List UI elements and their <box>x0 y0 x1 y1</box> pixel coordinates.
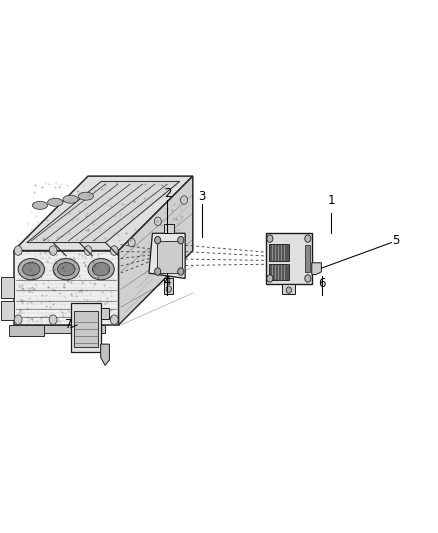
Circle shape <box>155 268 161 275</box>
Bar <box>157 241 182 273</box>
Circle shape <box>286 287 291 293</box>
Text: 6: 6 <box>318 277 325 290</box>
Ellipse shape <box>48 198 63 206</box>
Circle shape <box>49 246 57 255</box>
Text: 3: 3 <box>198 190 205 203</box>
Polygon shape <box>1 301 14 320</box>
Bar <box>305 245 311 272</box>
Bar <box>74 311 98 347</box>
Bar <box>266 233 312 284</box>
Circle shape <box>267 274 273 282</box>
Polygon shape <box>312 263 321 274</box>
Ellipse shape <box>22 263 40 276</box>
Polygon shape <box>22 325 106 333</box>
Polygon shape <box>164 278 173 294</box>
Text: 4: 4 <box>164 275 171 288</box>
Ellipse shape <box>32 201 48 209</box>
Text: 7: 7 <box>65 319 73 332</box>
Ellipse shape <box>53 259 79 280</box>
Circle shape <box>267 235 273 243</box>
Text: 2: 2 <box>164 187 171 199</box>
Polygon shape <box>101 309 110 319</box>
Ellipse shape <box>63 195 78 203</box>
Ellipse shape <box>57 263 75 276</box>
Polygon shape <box>27 181 180 243</box>
Polygon shape <box>283 284 295 294</box>
Bar <box>269 244 289 261</box>
Circle shape <box>84 315 92 325</box>
Circle shape <box>14 315 22 325</box>
Text: 1: 1 <box>328 194 335 207</box>
Polygon shape <box>10 325 44 336</box>
Polygon shape <box>119 176 193 325</box>
Circle shape <box>110 315 118 325</box>
Circle shape <box>180 196 187 204</box>
Circle shape <box>178 268 184 275</box>
Bar <box>269 264 289 280</box>
Text: 5: 5 <box>392 235 400 247</box>
Polygon shape <box>149 233 185 278</box>
Polygon shape <box>163 224 174 233</box>
Polygon shape <box>101 344 110 366</box>
Circle shape <box>166 286 171 292</box>
Circle shape <box>305 274 311 282</box>
Circle shape <box>305 235 311 243</box>
Polygon shape <box>14 251 119 325</box>
Ellipse shape <box>88 259 114 280</box>
Circle shape <box>154 217 161 225</box>
Circle shape <box>155 237 161 244</box>
Circle shape <box>128 238 135 247</box>
Ellipse shape <box>92 263 110 276</box>
Circle shape <box>84 246 92 255</box>
Circle shape <box>110 246 118 255</box>
Circle shape <box>178 237 184 244</box>
Circle shape <box>14 246 22 255</box>
Ellipse shape <box>18 259 44 280</box>
Circle shape <box>49 315 57 325</box>
Bar <box>71 303 101 352</box>
Ellipse shape <box>78 192 93 200</box>
Polygon shape <box>1 277 14 298</box>
Polygon shape <box>14 176 193 251</box>
